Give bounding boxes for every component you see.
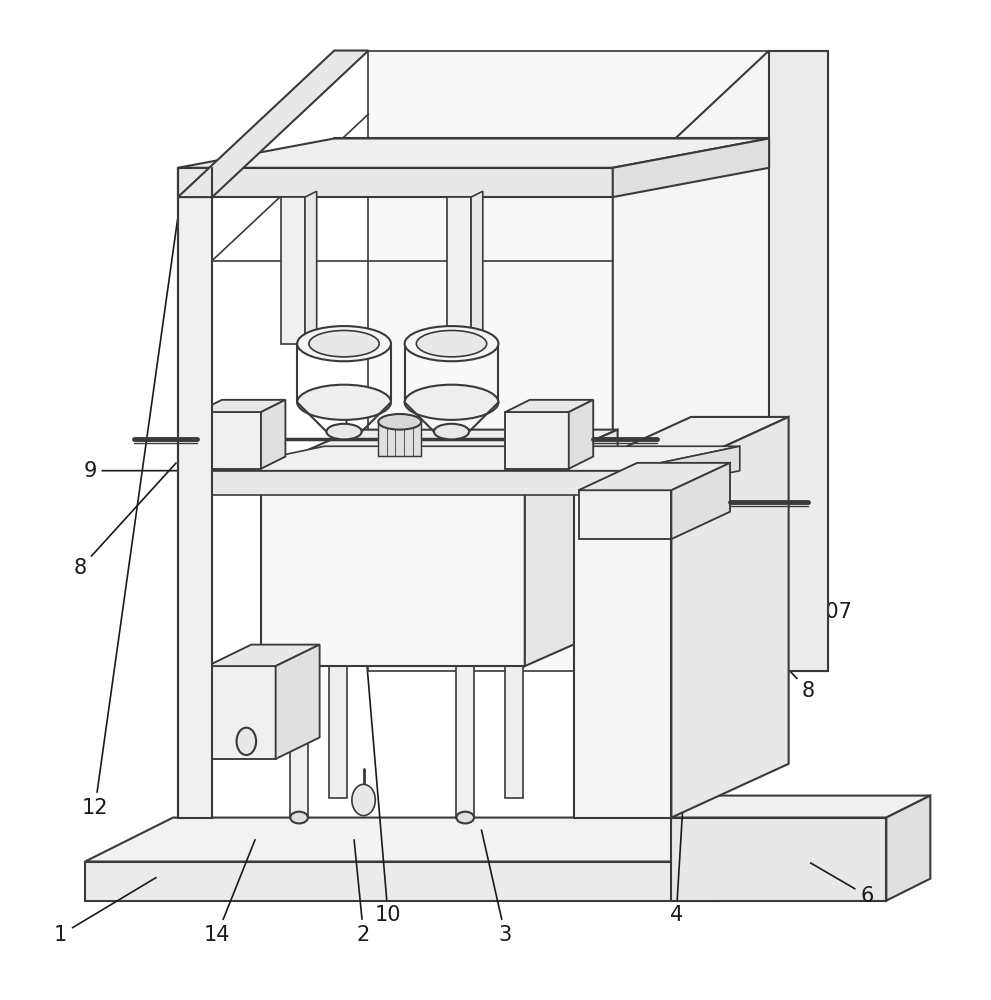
Polygon shape xyxy=(261,471,525,666)
Ellipse shape xyxy=(404,326,498,361)
Text: 2: 2 xyxy=(354,840,371,945)
Text: 12: 12 xyxy=(81,219,177,818)
Ellipse shape xyxy=(290,812,308,823)
Polygon shape xyxy=(305,191,317,344)
Polygon shape xyxy=(207,446,739,471)
Polygon shape xyxy=(612,138,769,197)
Text: 6: 6 xyxy=(811,863,873,906)
Text: 8: 8 xyxy=(600,468,815,701)
Text: 8: 8 xyxy=(73,463,176,578)
Polygon shape xyxy=(574,417,789,471)
Ellipse shape xyxy=(379,414,421,430)
Ellipse shape xyxy=(309,330,380,357)
Polygon shape xyxy=(579,490,671,539)
Polygon shape xyxy=(85,862,720,901)
Polygon shape xyxy=(769,51,827,671)
Polygon shape xyxy=(471,191,483,344)
Text: 10: 10 xyxy=(344,395,401,925)
Text: 4: 4 xyxy=(670,190,720,925)
Polygon shape xyxy=(671,417,789,818)
Polygon shape xyxy=(329,649,347,798)
Polygon shape xyxy=(290,666,308,818)
Polygon shape xyxy=(197,400,285,412)
Polygon shape xyxy=(207,645,320,666)
Polygon shape xyxy=(197,412,261,469)
Polygon shape xyxy=(671,463,730,539)
Polygon shape xyxy=(178,51,369,197)
Text: 3: 3 xyxy=(482,830,512,945)
Polygon shape xyxy=(207,666,275,759)
Polygon shape xyxy=(569,400,594,469)
Text: 607: 607 xyxy=(586,482,852,622)
Polygon shape xyxy=(369,51,769,671)
Ellipse shape xyxy=(457,812,474,823)
Polygon shape xyxy=(457,666,474,818)
Polygon shape xyxy=(612,51,769,818)
Polygon shape xyxy=(505,649,523,798)
Polygon shape xyxy=(85,818,809,862)
Polygon shape xyxy=(574,471,671,818)
Polygon shape xyxy=(178,168,612,197)
Ellipse shape xyxy=(297,326,390,361)
Ellipse shape xyxy=(352,784,376,816)
Polygon shape xyxy=(720,818,809,901)
Ellipse shape xyxy=(237,728,256,755)
Polygon shape xyxy=(275,645,320,759)
Ellipse shape xyxy=(404,385,498,420)
Polygon shape xyxy=(886,796,931,901)
Polygon shape xyxy=(280,197,305,344)
Text: 9: 9 xyxy=(83,461,219,481)
Ellipse shape xyxy=(434,424,469,439)
Polygon shape xyxy=(261,430,617,471)
Polygon shape xyxy=(525,430,617,666)
Polygon shape xyxy=(178,197,212,818)
Polygon shape xyxy=(671,796,931,818)
Ellipse shape xyxy=(416,330,487,357)
Polygon shape xyxy=(579,463,730,490)
Polygon shape xyxy=(261,400,285,469)
Polygon shape xyxy=(622,446,739,495)
Text: 14: 14 xyxy=(204,840,255,945)
Polygon shape xyxy=(207,471,622,495)
Polygon shape xyxy=(671,818,886,901)
Polygon shape xyxy=(447,197,471,344)
Polygon shape xyxy=(505,412,569,469)
Polygon shape xyxy=(379,422,421,456)
Polygon shape xyxy=(178,138,769,168)
Ellipse shape xyxy=(297,385,390,420)
Polygon shape xyxy=(505,400,594,412)
Ellipse shape xyxy=(326,424,362,439)
Text: 1: 1 xyxy=(55,878,156,945)
